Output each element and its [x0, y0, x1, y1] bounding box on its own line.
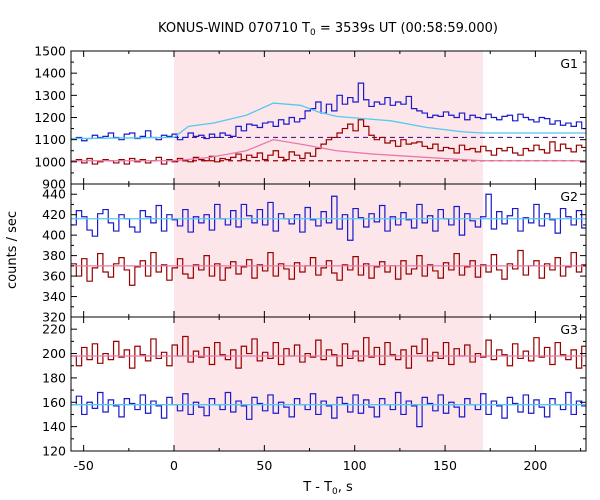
y-axis-label: counts / sec — [5, 211, 20, 289]
g1-red-series — [71, 119, 586, 165]
g1-pink-fit — [71, 138, 586, 162]
title-main: KONUS-WIND 070710 T — [158, 21, 310, 36]
g2-y-tick-label: 320 — [42, 310, 66, 325]
chart-title: KONUS-WIND 070710 T0 = 3539s UT (00:58:5… — [158, 21, 498, 38]
g1-y-tick-label: 1200 — [34, 110, 66, 125]
g2-y-tick-label: 400 — [42, 228, 66, 243]
title-rest: = 3539s UT (00:58:59.000) — [316, 21, 498, 36]
g1-blue-series — [71, 82, 586, 142]
g2-y-tick-label: 420 — [42, 207, 66, 222]
x-tick-label: 0 — [170, 458, 178, 473]
g2-blue-series — [71, 193, 586, 241]
g2-y-tick-label: 340 — [42, 289, 66, 304]
g1-y-tick-label: 1400 — [34, 66, 66, 81]
g1-y-tick-label: 1300 — [34, 88, 66, 103]
g3-y-tick-label: 220 — [42, 322, 66, 337]
g1-y-tick-label: 1500 — [34, 44, 66, 59]
g3-frame — [70, 316, 587, 452]
x-tick-label: 200 — [523, 458, 547, 473]
panel-g3-layer — [71, 335, 586, 428]
g1-light_blue-fit — [71, 102, 586, 140]
axes-layer: 9001000110012001300140015003203403603804… — [34, 44, 587, 473]
x-axis-label-rest: , s — [338, 480, 353, 495]
panel-label-g3: G3 — [560, 322, 578, 337]
x-tick-label: 150 — [433, 458, 457, 473]
panel-label-g2: G2 — [560, 189, 578, 204]
panel-g2-layer — [71, 193, 586, 286]
g2-y-tick-label: 380 — [42, 248, 66, 263]
x-tick-label: 100 — [343, 458, 367, 473]
g2-red-series — [71, 249, 586, 286]
g3-y-tick-label: 160 — [42, 395, 66, 410]
g1-y-tick-label: 900 — [42, 177, 66, 192]
x-axis-label-subscript: 0 — [332, 487, 338, 497]
x-axis-label-main: T - T — [302, 480, 332, 495]
g2-y-tick-label: 360 — [42, 269, 66, 284]
panel-label-g1: G1 — [560, 56, 578, 71]
title-subscript: 0 — [310, 28, 316, 38]
g3-y-tick-label: 140 — [42, 419, 66, 434]
g3-blue-series — [71, 391, 586, 428]
x-tick-label: 50 — [256, 458, 272, 473]
g2-y-tick-label: 440 — [42, 187, 66, 202]
g3-y-tick-label: 180 — [42, 370, 66, 385]
panel-g1-layer — [71, 82, 586, 165]
g3-y-tick-label: 120 — [42, 444, 66, 459]
x-axis-label: T - T0, s — [302, 480, 353, 497]
shaded-interval — [174, 51, 483, 451]
g1-y-tick-label: 1000 — [34, 154, 66, 169]
x-tick-label: -50 — [73, 458, 93, 473]
g3-red-series — [71, 335, 586, 369]
shaded-interval-layer — [174, 51, 483, 451]
g3-y-tick-label: 200 — [42, 346, 66, 361]
g1-y-tick-label: 1100 — [34, 132, 66, 147]
